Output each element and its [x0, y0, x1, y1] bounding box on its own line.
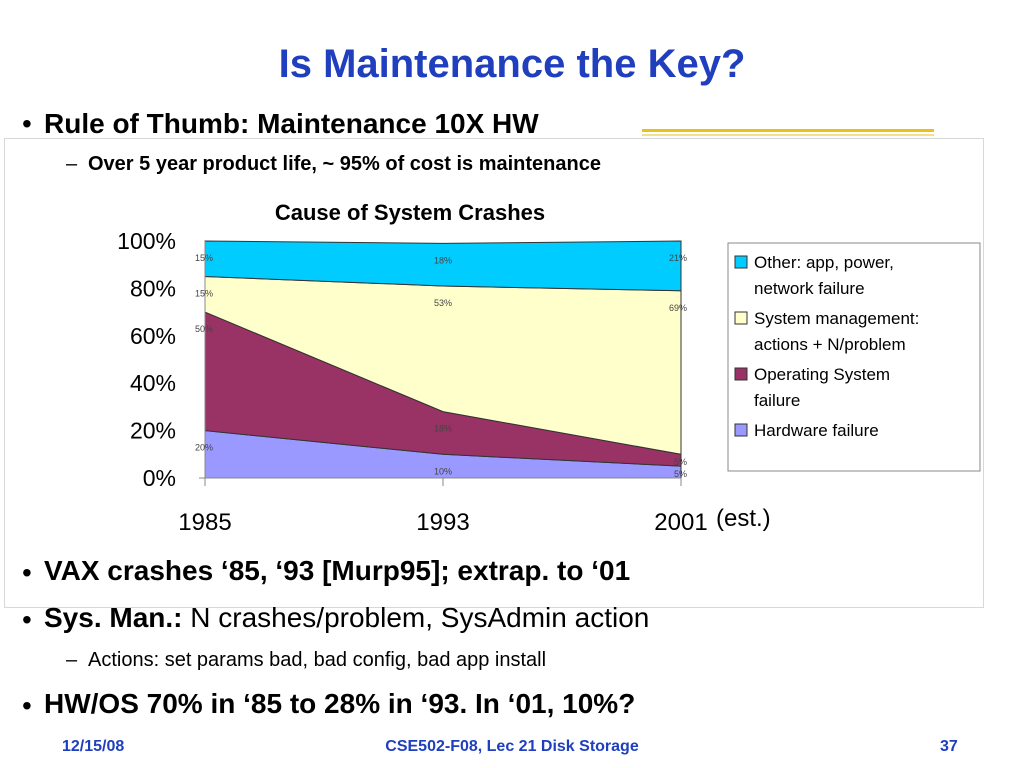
data-label: 21% [669, 253, 687, 263]
x-tick-label: 2001 [654, 509, 707, 536]
dash-glyph: – [66, 153, 78, 175]
legend-label: Hardware failure [754, 421, 879, 440]
x-tick-label: 1993 [416, 509, 469, 536]
y-tick-label: 40% [130, 370, 176, 396]
data-label: 5% [674, 457, 687, 467]
data-label: 53% [434, 298, 452, 308]
legend-label: network failure [754, 279, 865, 298]
legend-label: Other: app, power, [754, 253, 894, 272]
bullet-sys-man: Sys. Man.: N crashes/problem, SysAdmin a… [44, 602, 649, 634]
sys-man-text: N crashes/problem, SysAdmin action [182, 602, 650, 633]
chart-title: Cause of System Crashes [275, 200, 545, 225]
x-tick-label: 1985 [178, 509, 231, 536]
data-label: 20% [195, 443, 213, 453]
bullet-glyph: • [22, 557, 32, 588]
data-label: 69% [669, 303, 687, 313]
bullet-glyph: • [22, 108, 32, 139]
footer-page-number: 37 [940, 738, 958, 755]
title-underline-light [642, 134, 934, 136]
data-label: 18% [434, 424, 452, 434]
sys-man-label: Sys. Man.: [44, 602, 183, 633]
legend-swatch [734, 423, 748, 437]
legend-label: System management: [754, 309, 919, 328]
bullet-vax-crashes: VAX crashes ‘85, ‘93 [Murp95]; extrap. t… [44, 555, 631, 586]
data-label: 50% [195, 324, 213, 334]
data-label: 18% [434, 255, 452, 265]
footer-course: CSE502-F08, Lec 21 Disk Storage [385, 738, 639, 755]
bullet-hw-os: HW/OS 70% in ‘85 to 28% in ‘93. In ‘01, … [44, 688, 636, 719]
sub-bullet-product-life: Over 5 year product life, ~ 95% of cost … [88, 153, 601, 175]
bullet-glyph: • [22, 604, 32, 635]
data-label: 5% [674, 469, 687, 479]
y-tick-label: 0% [143, 465, 176, 491]
legend-label: failure [754, 391, 800, 410]
bullet-rule-of-thumb: Rule of Thumb: Maintenance 10X HW [44, 108, 539, 139]
title-underline [642, 129, 934, 132]
y-tick-label: 100% [117, 228, 176, 254]
data-label: 10% [434, 466, 452, 476]
legend-label: actions + N/problem [754, 335, 906, 354]
sub-bullet-actions: Actions: set params bad, bad config, bad… [88, 649, 547, 671]
legend-swatch [734, 311, 748, 325]
footer-date: 12/15/08 [62, 738, 125, 755]
legend-label: Operating System [754, 365, 890, 384]
y-tick-label: 20% [130, 418, 176, 444]
legend-swatch [734, 367, 748, 381]
y-tick-label: 80% [130, 275, 176, 301]
bullet-glyph: • [22, 690, 32, 721]
legend-swatch [734, 255, 748, 269]
slide-title: Is Maintenance the Key? [278, 42, 746, 86]
dash-glyph: – [66, 649, 78, 671]
data-label: 15% [195, 289, 213, 299]
x-axis-note: (est.) [716, 505, 771, 532]
legend-box [727, 242, 981, 472]
y-tick-label: 60% [130, 323, 176, 349]
data-label: 15% [195, 253, 213, 263]
